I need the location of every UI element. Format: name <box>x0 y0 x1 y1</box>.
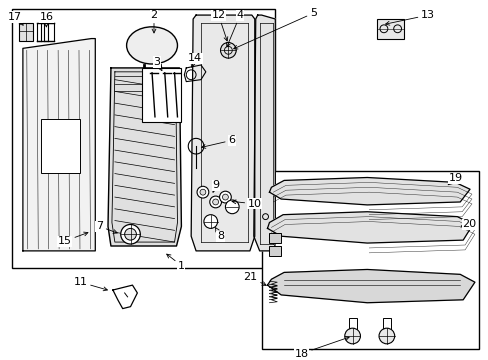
Text: 15: 15 <box>58 232 88 246</box>
Circle shape <box>378 328 394 344</box>
Text: 10: 10 <box>232 199 262 209</box>
Bar <box>261 171 478 349</box>
Text: 12: 12 <box>211 10 227 41</box>
Circle shape <box>222 194 228 200</box>
Text: 11: 11 <box>73 277 107 291</box>
Circle shape <box>121 225 140 244</box>
Text: 5: 5 <box>233 8 316 49</box>
Bar <box>269 233 281 243</box>
Polygon shape <box>191 15 254 251</box>
Polygon shape <box>267 212 472 243</box>
Ellipse shape <box>126 27 177 64</box>
Polygon shape <box>23 39 95 251</box>
Text: 9: 9 <box>212 180 219 192</box>
Circle shape <box>209 196 221 208</box>
Circle shape <box>200 189 205 195</box>
Text: 13: 13 <box>385 10 434 25</box>
Bar <box>19 23 33 41</box>
Text: 2: 2 <box>150 10 157 33</box>
Circle shape <box>225 200 239 214</box>
Text: 21: 21 <box>243 272 265 285</box>
Text: 4: 4 <box>226 10 243 47</box>
Text: 19: 19 <box>447 174 462 185</box>
Circle shape <box>220 42 236 58</box>
Text: 14: 14 <box>188 53 202 67</box>
Bar <box>348 318 356 332</box>
Polygon shape <box>108 68 181 246</box>
Polygon shape <box>267 270 474 303</box>
Polygon shape <box>269 177 469 205</box>
Text: 17: 17 <box>8 12 23 25</box>
Bar <box>376 19 404 39</box>
Circle shape <box>344 328 360 344</box>
Polygon shape <box>253 15 275 251</box>
Bar <box>41 119 80 172</box>
Circle shape <box>203 215 217 228</box>
Circle shape <box>219 191 231 203</box>
Text: 8: 8 <box>215 228 224 241</box>
Text: 16: 16 <box>40 12 53 27</box>
Text: 1: 1 <box>166 254 184 271</box>
Text: 20: 20 <box>460 220 475 229</box>
Circle shape <box>124 228 136 240</box>
Circle shape <box>197 186 208 198</box>
Bar <box>12 9 275 267</box>
Text: 6: 6 <box>201 135 235 148</box>
Text: 18: 18 <box>294 337 348 359</box>
Bar <box>142 68 181 122</box>
Text: 3: 3 <box>153 57 162 71</box>
Circle shape <box>212 199 218 205</box>
Bar <box>269 246 281 256</box>
Bar <box>382 318 390 332</box>
Text: 7: 7 <box>96 221 117 233</box>
